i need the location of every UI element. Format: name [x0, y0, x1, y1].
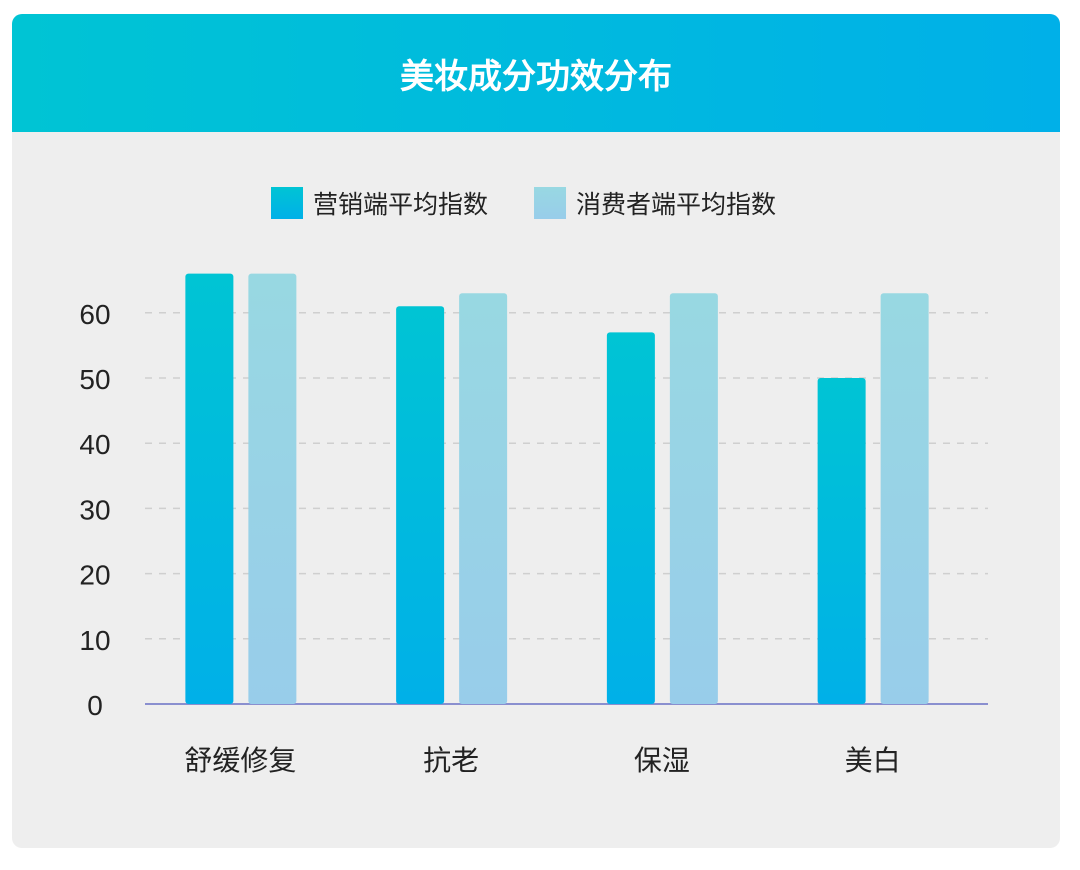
bar-1-0 [248, 273, 297, 704]
y-tick-label: 50 [79, 364, 110, 395]
bar-0-1 [396, 306, 445, 704]
x-tick-label: 舒缓修复 [184, 744, 296, 777]
bar-0-0 [185, 273, 234, 704]
legend-swatch [271, 187, 303, 219]
y-tick-label: 40 [79, 429, 110, 460]
bar-0-2 [606, 332, 655, 704]
chart-title: 美妆成分功效分布 [12, 14, 1060, 132]
y-tick-label: 10 [79, 625, 110, 656]
y-tick-label: 30 [79, 494, 110, 525]
bar-0-3 [817, 378, 866, 704]
bar-1-2 [669, 293, 718, 704]
bar-1-1 [459, 293, 508, 704]
x-tick-label: 抗老 [423, 744, 479, 777]
legend-swatch [534, 187, 567, 219]
legend-label: 营销端平均指数 [313, 190, 488, 219]
x-tick-label: 保湿 [634, 744, 690, 777]
y-tick-label: 60 [79, 299, 110, 330]
bar-1-3 [880, 293, 929, 704]
y-tick-label: 0 [87, 690, 103, 721]
x-tick-label: 美白 [845, 744, 901, 777]
y-tick-label: 20 [79, 560, 110, 591]
legend-label: 消费者端平均指数 [576, 190, 776, 219]
